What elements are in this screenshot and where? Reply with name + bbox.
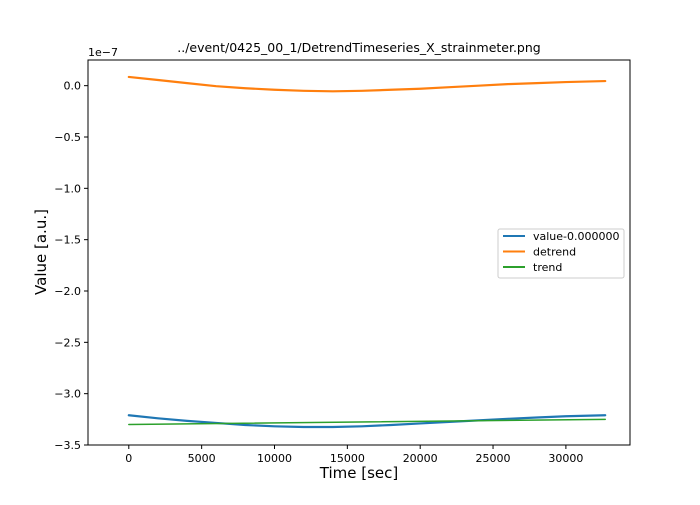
y-tick-label: −1.0 bbox=[54, 182, 81, 195]
y-tick-label: −2.0 bbox=[54, 285, 81, 298]
x-tick-label: 25000 bbox=[476, 452, 511, 465]
legend-label-2: trend bbox=[533, 261, 562, 274]
x-tick-label: 15000 bbox=[330, 452, 365, 465]
y-tick-label: −3.5 bbox=[54, 439, 81, 452]
series-line-0 bbox=[127, 414, 607, 429]
y-tick-label: −3.0 bbox=[54, 388, 81, 401]
y-axis: 0.0 −0.5 −1.0 −1.5 −2.0 −2.5 −3.0 −3.5 bbox=[54, 80, 88, 452]
x-tick-label: 20000 bbox=[403, 452, 438, 465]
x-axis-label: Time [sec] bbox=[319, 464, 398, 482]
y-offset-label: 1e−7 bbox=[88, 46, 118, 59]
legend-frame bbox=[497, 228, 625, 279]
y-tick-label: −1.5 bbox=[54, 234, 81, 247]
series-line-2 bbox=[128, 418, 606, 426]
chart-title: ../event/0425_00_1/DetrendTimeseries_X_s… bbox=[177, 40, 540, 55]
y-tick-label: 0.0 bbox=[64, 80, 82, 93]
y-tick-label: −0.5 bbox=[54, 131, 81, 144]
x-tick-label: 0 bbox=[125, 452, 132, 465]
x-axis: 0 5000 10000 15000 20000 25000 30000 bbox=[125, 445, 583, 465]
y-tick-label: −2.5 bbox=[54, 336, 81, 349]
legend: value-0.000000 detrend trend bbox=[497, 228, 625, 279]
x-tick-label: 10000 bbox=[257, 452, 292, 465]
legend-label-0: value-0.000000 bbox=[533, 230, 620, 243]
series-layer bbox=[127, 75, 607, 429]
x-tick-label: 30000 bbox=[548, 452, 583, 465]
plot-area-frame bbox=[87, 59, 631, 446]
series-line-1 bbox=[127, 75, 607, 93]
legend-label-1: detrend bbox=[533, 246, 576, 259]
x-tick-label: 5000 bbox=[188, 452, 216, 465]
y-axis-label: Value [a.u.] bbox=[32, 209, 50, 295]
